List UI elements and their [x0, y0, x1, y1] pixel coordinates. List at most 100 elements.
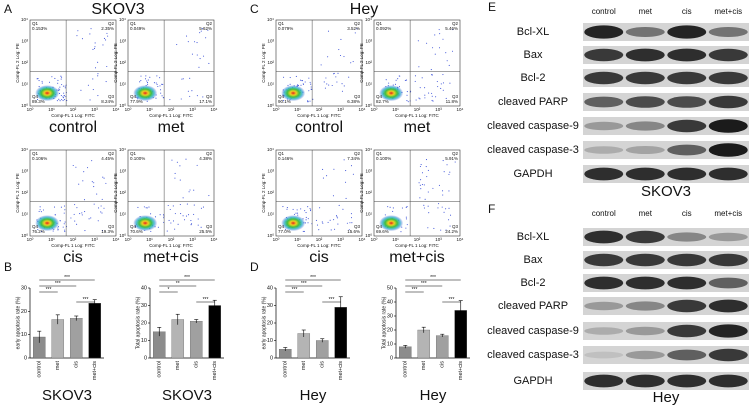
event-dot: [81, 212, 83, 214]
event-dot: [153, 82, 155, 84]
event-dot: [352, 61, 354, 63]
blot-strip: [583, 23, 749, 41]
event-dot: [398, 75, 400, 77]
event-dot: [407, 101, 409, 103]
event-dot: [182, 197, 184, 199]
blot-band: [708, 277, 748, 289]
event-dot: [308, 90, 310, 92]
event-dot: [191, 53, 193, 55]
event-dot: [97, 61, 99, 63]
event-dot: [307, 218, 309, 220]
blot-band: [584, 146, 624, 154]
event-dot: [421, 183, 423, 186]
event-dot: [346, 222, 348, 224]
event-dot: [154, 216, 157, 218]
quadrant-name: Q4: [130, 224, 137, 229]
lane-label: control: [592, 7, 616, 16]
event-dot: [445, 208, 447, 210]
blot-band: [708, 299, 748, 313]
blot-band: [708, 348, 748, 362]
event-dot: [189, 95, 191, 97]
quadrant-value: 19.3%: [101, 229, 114, 234]
event-dot: [286, 207, 288, 209]
event-dot: [309, 100, 311, 102]
event-dot: [191, 90, 193, 92]
event-dot: [197, 224, 199, 226]
protein-label: cleaved caspase-9: [487, 120, 579, 132]
lane-label: cis: [682, 209, 692, 218]
event-dot: [289, 83, 291, 85]
event-dot: [320, 64, 322, 66]
blot-band: [625, 121, 665, 131]
x-tick-label: met: [421, 361, 427, 371]
event-dot: [395, 79, 397, 81]
quadrant-value: 11.8%: [446, 99, 458, 104]
event-dot: [309, 208, 311, 210]
bar: [297, 333, 311, 359]
event-dot: [180, 213, 182, 215]
event-dot: [394, 83, 397, 85]
event-dot: [419, 98, 421, 100]
x-tick-label: 10⁴: [113, 107, 120, 112]
event-dot: [193, 204, 195, 206]
event-dot: [105, 182, 107, 184]
x-tick-label: 10³: [337, 237, 344, 242]
event-dot: [63, 95, 65, 97]
event-dot: [446, 164, 448, 166]
event-dot: [424, 87, 426, 89]
blot-band: [625, 350, 665, 360]
blot-caption: SKOV3: [641, 183, 691, 200]
quadrant-value: 5.91%: [445, 156, 458, 161]
x-tick-label: 10⁰: [27, 237, 34, 242]
event-dot: [101, 212, 103, 214]
event-dot: [414, 75, 416, 77]
protein-label: GAPDH: [513, 375, 552, 387]
blot-band: [667, 96, 707, 108]
y-tick-label: 10⁰: [119, 233, 126, 238]
x-tick-label: 10⁴: [457, 237, 464, 242]
event-dot: [441, 206, 443, 208]
blot-band: [667, 167, 707, 181]
panel-letter: F: [488, 202, 495, 216]
x-tick-label: 10³: [337, 107, 344, 112]
x-axis-label: Comp-FL 1 Log: FITC: [297, 243, 341, 248]
event-dot: [420, 164, 422, 166]
event-dot: [189, 77, 191, 79]
event-dot: [168, 219, 170, 222]
quadrant-value: 5.62%: [199, 26, 212, 31]
event-dot: [191, 223, 193, 225]
quadrant-name: Q1: [32, 151, 39, 156]
event-dot: [336, 81, 338, 83]
event-dot: [302, 83, 305, 85]
event-dot: [194, 41, 196, 43]
event-dot: [98, 207, 100, 209]
blot-band: [708, 253, 748, 267]
x-axis-label: Comp-FL 1 Log: FITC: [297, 113, 341, 118]
event-dot: [36, 98, 39, 100]
event-dot: [305, 219, 307, 221]
quadrant-name: Q3: [206, 224, 213, 229]
blot-band: [625, 374, 665, 388]
event-dot: [427, 169, 429, 171]
event-dot: [202, 206, 205, 208]
x-tick-label: met+cis: [338, 361, 344, 380]
event-dot: [76, 207, 78, 209]
quadrant-value: 4.38%: [199, 156, 212, 161]
y-tick-label: 10⁰: [21, 233, 28, 238]
event-dot: [392, 210, 394, 212]
event-dot: [57, 82, 59, 84]
event-dot: [327, 30, 330, 32]
event-dot: [307, 206, 309, 208]
event-dot: [318, 229, 320, 231]
event-dot: [169, 208, 171, 211]
blot-band: [584, 230, 624, 244]
event-dot: [179, 179, 181, 181]
event-dot: [344, 181, 347, 183]
event-dot: [426, 176, 428, 178]
blot-strip: [583, 346, 749, 364]
blot-band: [584, 351, 624, 359]
event-dot: [208, 62, 210, 65]
blot-band: [708, 143, 748, 157]
event-dot: [449, 225, 451, 227]
y-tick-label: 10²: [21, 60, 28, 65]
